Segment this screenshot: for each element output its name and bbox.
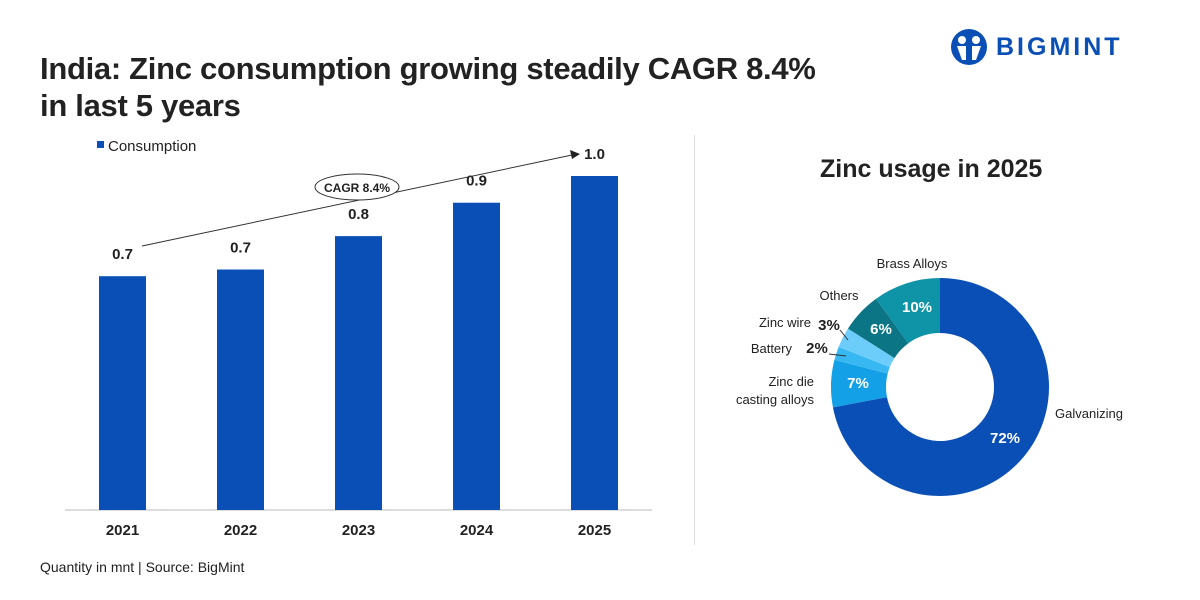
cagr-ellipse <box>314 173 400 201</box>
label-die-2: casting alloys <box>736 392 815 407</box>
logo-text: BIGMINT <box>996 32 1123 61</box>
divider <box>694 135 695 545</box>
slice-2 <box>834 346 890 374</box>
bigmint-logo: BIGMINT <box>950 28 1123 66</box>
label-others: Others <box>819 288 859 303</box>
slice-value-4: 6% <box>870 321 892 338</box>
slice-value-2: 2% <box>806 340 828 357</box>
logo-icon <box>951 29 987 65</box>
pie-title: Zinc usage in 2025 <box>820 155 1043 183</box>
title-line-2: in last 5 years <box>40 88 241 123</box>
legend-label: Consumption <box>108 138 196 155</box>
bar-2021 <box>99 276 146 510</box>
bar-2024 <box>453 202 500 510</box>
leader-zinc-wire <box>839 329 849 341</box>
slice-4 <box>847 298 909 359</box>
cagr-label: CAGR 8.4% <box>324 181 390 195</box>
title-line-1: India: Zinc consumption growing steadily… <box>40 51 816 86</box>
label-brass: Brass Alloys <box>877 256 948 271</box>
data-label-2022: 0.7 <box>230 240 251 257</box>
data-label-2021: 0.7 <box>112 246 133 263</box>
cagr-arrow-head <box>570 150 580 159</box>
slice-value-0: 72% <box>990 430 1020 447</box>
label-zinc-wire: Zinc wire <box>759 315 811 330</box>
legend-swatch <box>97 141 104 148</box>
slice-3 <box>838 328 895 368</box>
slice-0 <box>832 278 1049 496</box>
slice-5 <box>875 278 940 344</box>
tick-label-2022: 2022 <box>224 522 257 539</box>
tick-label-2021: 2021 <box>106 522 139 539</box>
data-label-2024: 0.9 <box>466 173 487 190</box>
label-die-1: Zinc die <box>768 374 814 389</box>
data-label-2025: 1.0 <box>584 146 605 163</box>
tick-label-2023: 2023 <box>342 522 375 539</box>
leader-battery <box>828 353 847 357</box>
data-label-2023: 0.8 <box>348 206 369 223</box>
label-galvanizing: Galvanizing <box>1055 406 1123 421</box>
slice-value-3: 3% <box>818 317 840 334</box>
label-battery: Battery <box>751 341 793 356</box>
bar-2025 <box>571 176 618 510</box>
bar-2023 <box>335 236 382 510</box>
source-note: Quantity in mnt | Source: BigMint <box>40 559 245 575</box>
page-title: India: Zinc consumption growing steadily… <box>40 50 816 124</box>
tick-label-2025: 2025 <box>578 522 611 539</box>
slice-value-5: 10% <box>902 299 932 316</box>
slice-value-1: 7% <box>847 375 869 392</box>
slice-1 <box>830 359 888 408</box>
tick-label-2024: 2024 <box>460 522 494 539</box>
bar-2022 <box>217 269 264 510</box>
